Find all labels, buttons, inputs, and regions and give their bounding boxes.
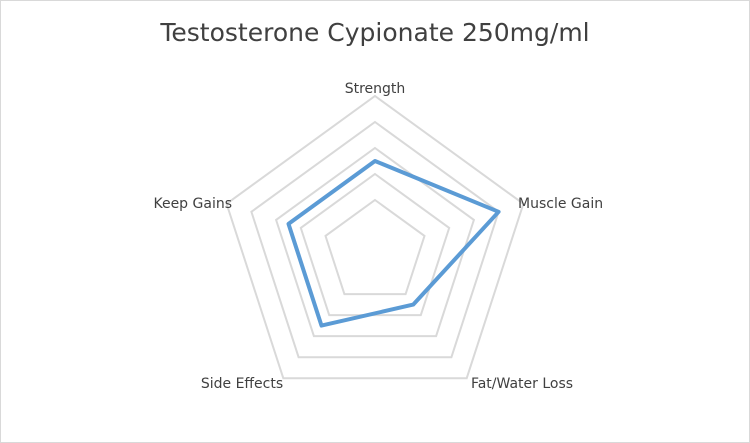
radar-series-layer	[286, 159, 501, 328]
radar-grid	[225, 94, 525, 380]
axis-label-fat-water-loss: Fat/Water Loss	[471, 376, 573, 392]
axis-label-side-effects: Side Effects	[201, 376, 283, 392]
radar-series-line-0	[286, 159, 501, 328]
chart-title: Testosterone Cypionate 250mg/ml	[160, 18, 590, 47]
axis-label-keep-gains: Keep Gains	[153, 196, 232, 212]
radar-grid-ring-4	[250, 120, 500, 359]
radar-grid-ring-5	[225, 94, 525, 380]
radar-grid-ring-3	[274, 146, 476, 338]
axis-label-strength: Strength	[345, 81, 406, 97]
axis-label-muscle-gain: Muscle Gain	[518, 196, 603, 212]
radar-grid-ring-1	[324, 198, 426, 296]
